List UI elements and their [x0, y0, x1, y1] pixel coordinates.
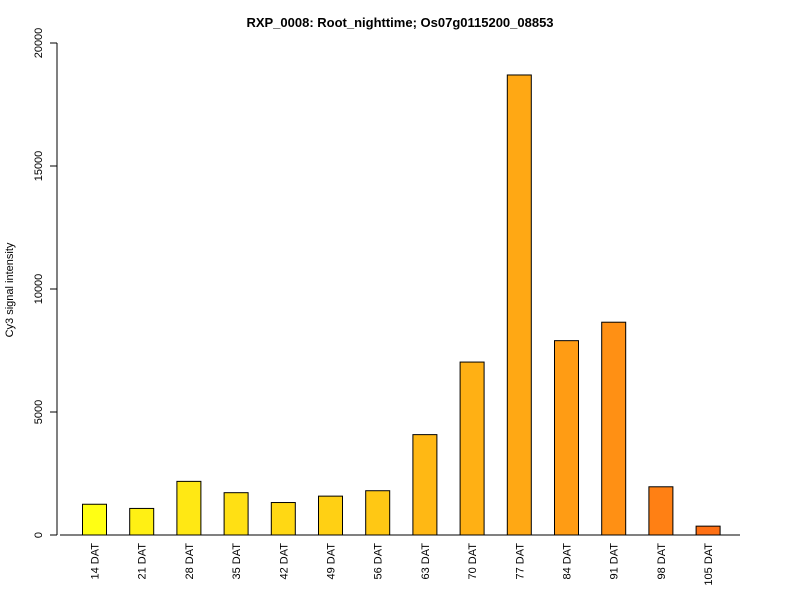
bar	[554, 340, 579, 536]
x-tick-label: 70 DAT	[467, 543, 479, 580]
bars	[82, 74, 721, 536]
chart-title: RXP_0008: Root_nighttime; Os07g0115200_0…	[246, 15, 553, 30]
y-tick-label: 5000	[33, 400, 45, 424]
y-axis: 0 5000 10000 15000 20000	[33, 28, 58, 538]
bar	[365, 490, 391, 536]
y-tick-label: 10000	[33, 274, 45, 305]
bar	[648, 486, 674, 536]
bar	[695, 525, 721, 536]
bar	[459, 361, 485, 536]
x-tick-label: 49 DAT	[326, 543, 338, 580]
y-tick-label: 15000	[33, 151, 45, 182]
x-tick-label: 28 DAT	[184, 543, 196, 580]
x-tick-label: 21 DAT	[137, 543, 149, 580]
y-tick-label: 0	[33, 532, 45, 538]
bar	[506, 74, 532, 536]
bar	[176, 480, 202, 536]
x-tick-label: 42 DAT	[278, 543, 290, 580]
bar	[412, 434, 438, 536]
y-axis-label: Cy3 signal intensity	[4, 242, 16, 337]
x-tick-label: 63 DAT	[420, 543, 432, 580]
x-tick-label: 91 DAT	[609, 543, 621, 580]
y-tick-label: 20000	[33, 28, 45, 59]
x-tick-label: 98 DAT	[656, 543, 668, 580]
bar	[129, 507, 155, 536]
bar	[318, 495, 343, 536]
bar	[270, 502, 296, 536]
x-tick-label: 77 DAT	[514, 543, 526, 580]
x-axis: 14 DAT 21 DAT 28 DAT 35 DAT 42 DAT 49 DAT 56 D…	[60, 534, 740, 586]
x-tick-label: 56 DAT	[373, 543, 385, 580]
x-tick-label: 35 DAT	[231, 543, 243, 580]
bar	[223, 492, 249, 536]
x-tick-label: 14 DAT	[90, 543, 102, 580]
x-tick-label: 105 DAT	[703, 543, 715, 586]
x-tick-label: 84 DAT	[562, 543, 574, 580]
bar	[82, 503, 107, 536]
bar	[601, 321, 627, 536]
